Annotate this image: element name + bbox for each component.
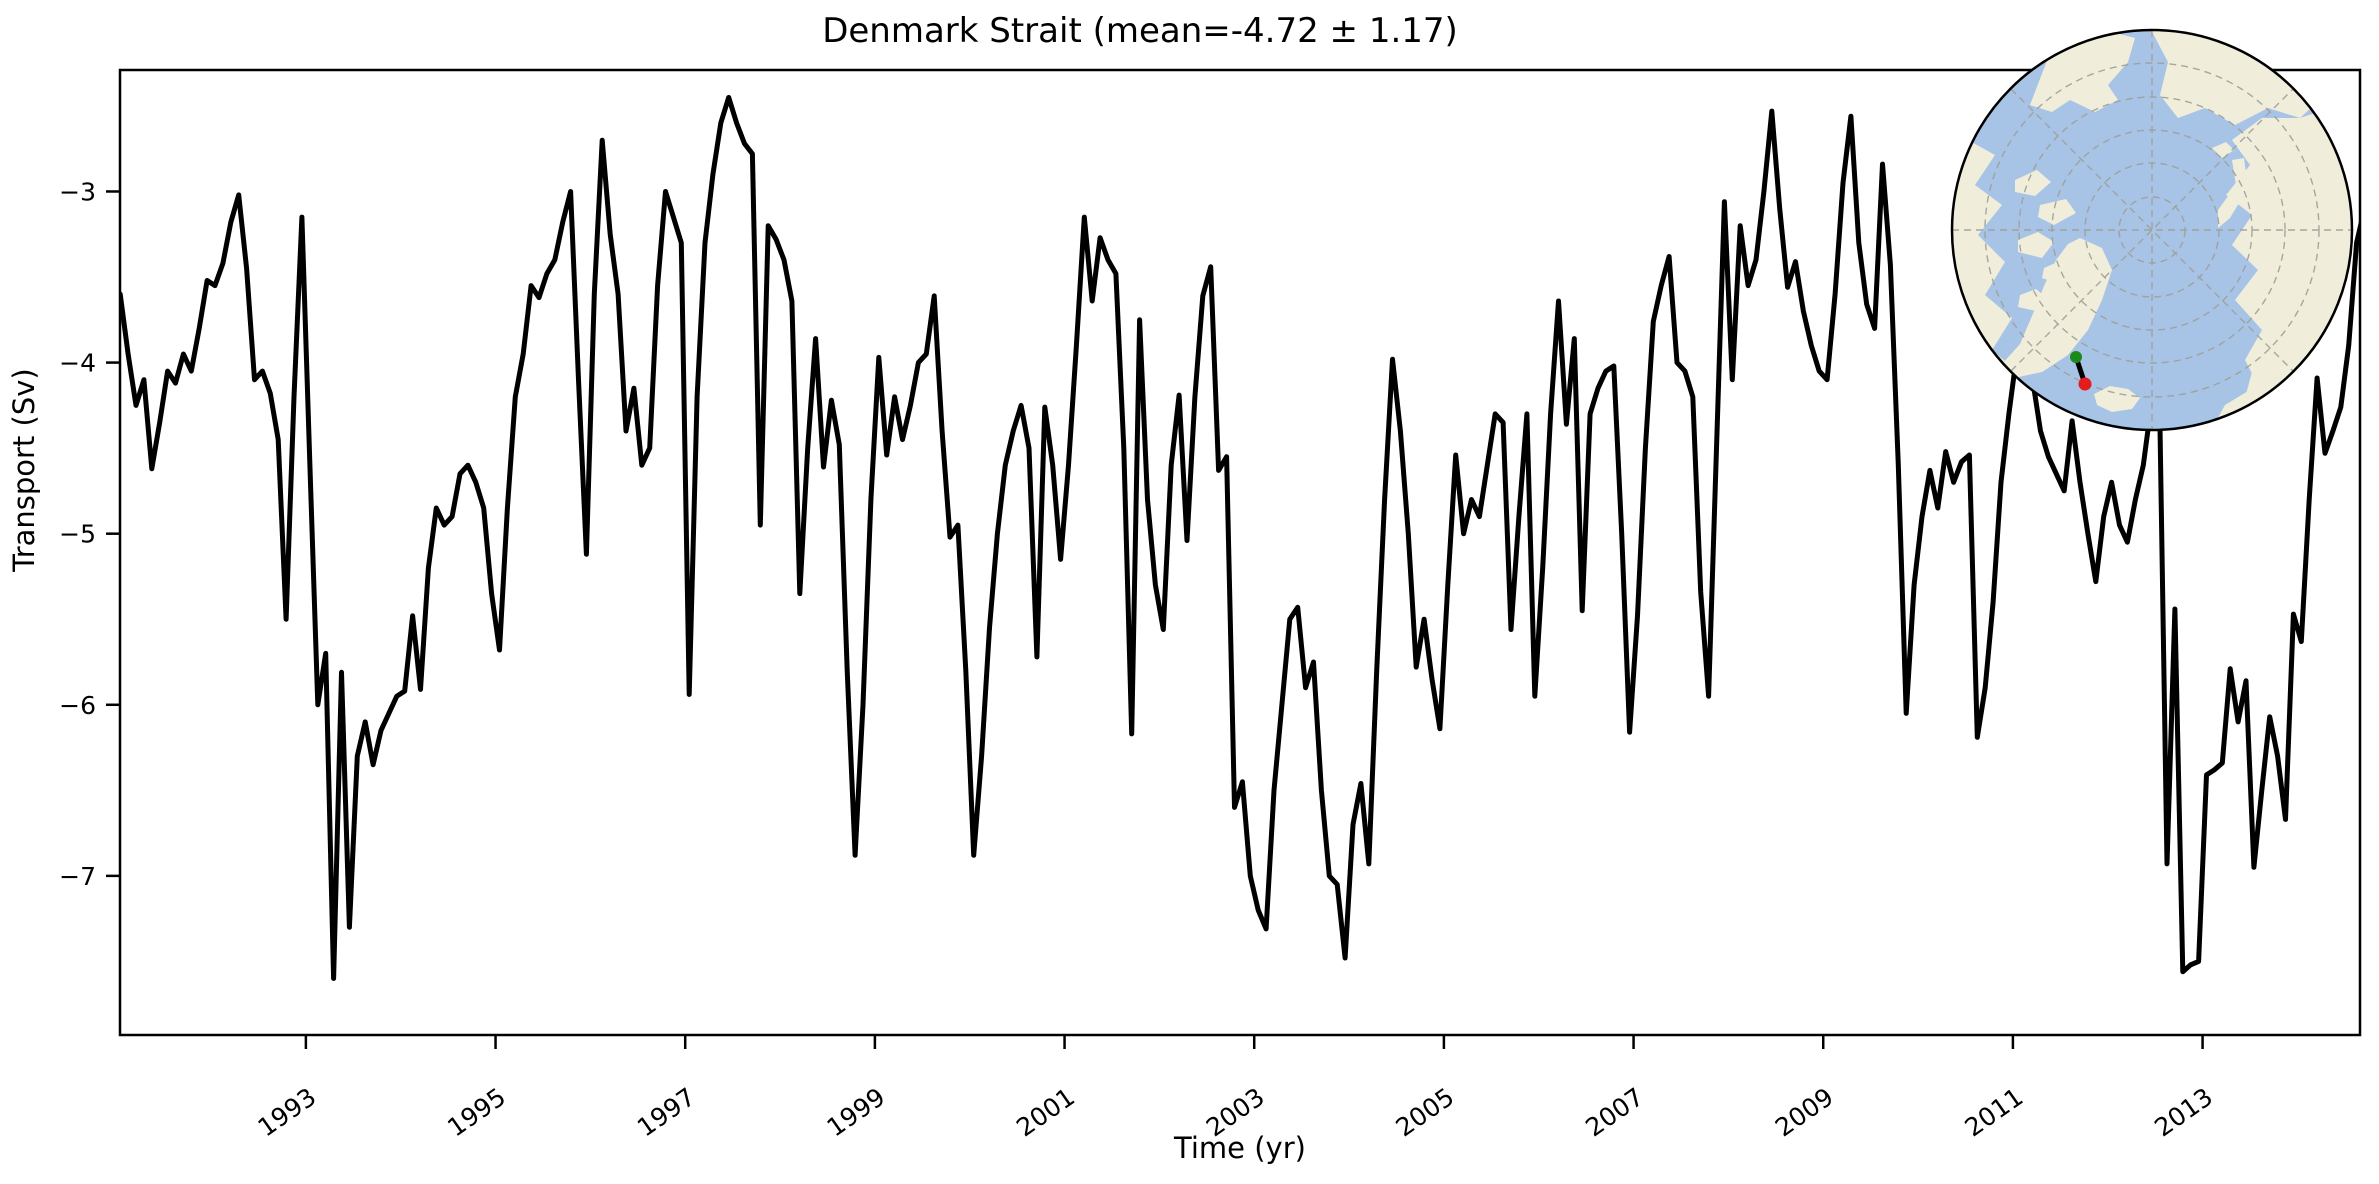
map-border-circle	[1950, 28, 2354, 432]
map-land-arctic-island	[2015, 170, 2051, 196]
x-tick-label: 2001	[1011, 1082, 1080, 1142]
x-axis-ticks: 1993 1995 1997 1999 2001 2003 2005 2007 2009 2011…	[253, 1035, 2218, 1142]
x-tick-label: 2005	[1391, 1082, 1460, 1142]
section-start-marker	[2070, 351, 2082, 363]
map-land-alaska	[2150, 30, 2325, 125]
plot-area	[120, 94, 2360, 981]
map-graticule	[1952, 30, 2352, 430]
section-end-marker	[2078, 377, 2092, 391]
y-tick-label: −6	[59, 691, 96, 720]
y-axis-ticks: −3 −4 −5 −6 −7	[59, 177, 120, 891]
plot-border	[118, 68, 2362, 1037]
y-tick-label: −3	[59, 177, 96, 206]
map-land-chukotka	[2030, 30, 2135, 112]
map-land-arctic-island	[2018, 232, 2054, 258]
x-axis-label: Time (yr)	[1173, 1131, 1306, 1165]
map-land-north-america	[1952, 130, 2018, 400]
x-tick-label: 1997	[632, 1082, 701, 1142]
map-land-svalbard	[2212, 142, 2234, 158]
inset-polar-map	[1950, 28, 2354, 432]
x-tick-label: 1995	[442, 1082, 511, 1142]
map-land-novaya-zemlya	[2218, 158, 2248, 228]
x-tick-label: 1999	[822, 1082, 891, 1142]
x-tick-label: 2007	[1580, 1082, 1649, 1142]
x-tick-label: 2011	[1960, 1082, 2029, 1142]
map-land-iceland	[2094, 386, 2140, 412]
transport-line-series	[120, 94, 2360, 981]
x-tick-label: 2013	[2149, 1082, 2218, 1142]
y-tick-label: −5	[59, 520, 96, 549]
y-tick-label: −7	[59, 862, 96, 891]
x-tick-label: 2009	[1770, 1082, 1839, 1142]
y-axis-label: Transport (Sv)	[7, 368, 41, 573]
map-land-arctic-island	[2038, 199, 2076, 225]
x-tick-label: 1993	[253, 1082, 322, 1142]
chart-title: Denmark Strait (mean=-4.72 ± 1.17)	[822, 11, 1458, 51]
y-tick-label: −4	[59, 349, 96, 378]
